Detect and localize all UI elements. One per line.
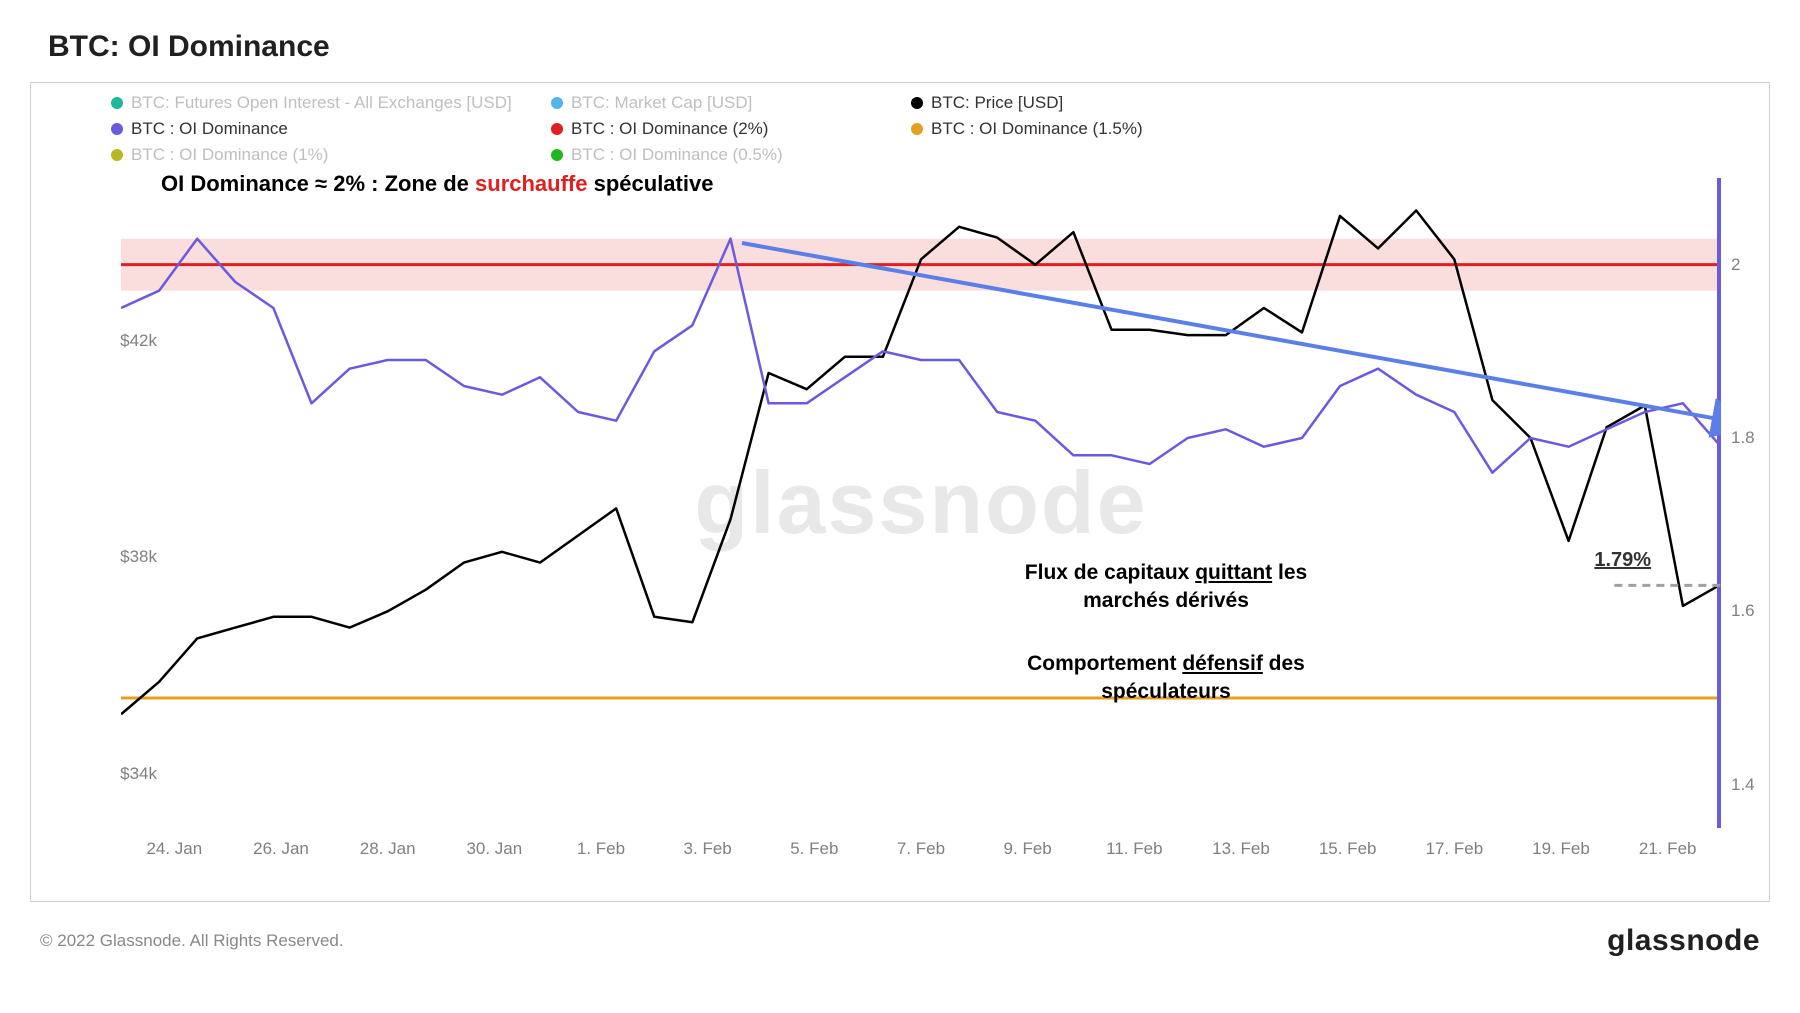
y-left-tick: $34k (120, 764, 157, 784)
legend-swatch (551, 149, 563, 161)
x-tick: 15. Feb (1319, 839, 1377, 859)
legend-item[interactable]: BTC: Price [USD] (911, 93, 1271, 113)
legend-item[interactable]: BTC : OI Dominance (2%) (551, 119, 911, 139)
annotation-capital-flow: Flux de capitaux quittant lesmarchés dér… (1001, 559, 1331, 614)
annotation-defensive: Comportement défensif desspéculateurs (1001, 650, 1331, 705)
x-tick: 26. Jan (253, 839, 309, 859)
legend-label: BTC : OI Dominance (0.5%) (571, 145, 783, 165)
x-tick: 9. Feb (1004, 839, 1052, 859)
y-left-tick: $38k (120, 547, 157, 567)
x-tick: 30. Jan (466, 839, 522, 859)
legend-item[interactable]: BTC : OI Dominance (1.5%) (911, 119, 1271, 139)
legend-item[interactable] (1271, 93, 1631, 113)
legend-item[interactable]: BTC : OI Dominance (111, 119, 551, 139)
plot-svg (121, 178, 1721, 828)
x-tick: 5. Feb (790, 839, 838, 859)
y-right-tick: 1.4 (1731, 775, 1755, 795)
legend-label: BTC : OI Dominance (1%) (131, 145, 328, 165)
chart-frame: BTC: Futures Open Interest - All Exchang… (30, 82, 1770, 902)
legend-swatch (911, 123, 923, 135)
x-tick: 19. Feb (1532, 839, 1590, 859)
x-tick: 28. Jan (360, 839, 416, 859)
legend-item[interactable]: BTC: Market Cap [USD] (551, 93, 911, 113)
legend-swatch (911, 97, 923, 109)
legend-swatch (111, 149, 123, 161)
x-tick: 21. Feb (1639, 839, 1697, 859)
legend-label: BTC: Price [USD] (931, 93, 1063, 113)
legend-label: BTC: Market Cap [USD] (571, 93, 752, 113)
y-right-tick: 2 (1731, 255, 1740, 275)
x-tick: 11. Feb (1106, 839, 1162, 859)
legend-label: BTC : OI Dominance (131, 119, 288, 139)
y-right-tick: 1.8 (1731, 428, 1755, 448)
y-left-tick: $42k (120, 331, 157, 351)
legend-label: BTC : OI Dominance (1.5%) (931, 119, 1143, 139)
x-tick: 1. Feb (577, 839, 625, 859)
legend-swatch (551, 97, 563, 109)
x-tick: 3. Feb (684, 839, 732, 859)
legend-item[interactable]: BTC: Futures Open Interest - All Exchang… (111, 93, 551, 113)
x-tick: 7. Feb (897, 839, 945, 859)
x-tick: 24. Jan (146, 839, 202, 859)
legend-item[interactable]: BTC : OI Dominance (0.5%) (551, 145, 911, 165)
legend-label: BTC: Futures Open Interest - All Exchang… (131, 93, 512, 113)
legend-swatch (551, 123, 563, 135)
legend-label: BTC : OI Dominance (2%) (571, 119, 768, 139)
copyright: © 2022 Glassnode. All Rights Reserved. (40, 931, 344, 951)
plot-area: glassnode OI Dominance ≈ 2% : Zone de su… (121, 178, 1721, 828)
legend-item[interactable] (1271, 119, 1631, 139)
value-callout-label: 1.79% (1594, 549, 1651, 572)
legend-swatch (111, 123, 123, 135)
legend-swatch (111, 97, 123, 109)
chart-title: BTC: OI Dominance (48, 30, 1770, 64)
annotation-overheat: OI Dominance ≈ 2% : Zone de surchauffe s… (161, 170, 713, 199)
legend-item[interactable]: BTC : OI Dominance (1%) (111, 145, 551, 165)
brand-logo: glassnode (1607, 924, 1760, 958)
x-tick: 13. Feb (1212, 839, 1270, 859)
legend: BTC: Futures Open Interest - All Exchang… (111, 93, 1631, 165)
y-right-tick: 1.6 (1731, 601, 1755, 621)
x-tick: 17. Feb (1426, 839, 1484, 859)
footer: © 2022 Glassnode. All Rights Reserved. g… (30, 924, 1770, 958)
